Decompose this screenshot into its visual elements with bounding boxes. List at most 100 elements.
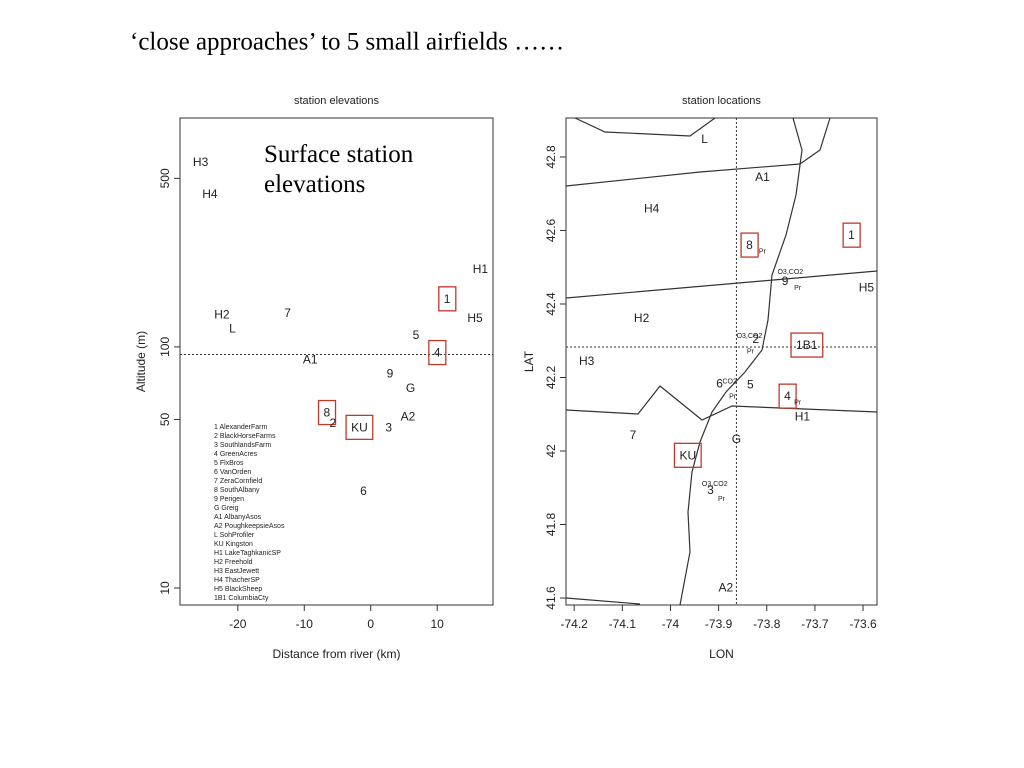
x-axis-label: Distance from river (km): [272, 647, 400, 661]
y-tick-label: 100: [158, 337, 172, 357]
plot-frame: [179, 117, 494, 606]
station-label: 1: [848, 228, 855, 242]
instrument-note: Pr: [718, 496, 726, 503]
instrument-note: O3,CO2: [702, 481, 728, 488]
x-tick-label: 10: [430, 617, 444, 631]
y-axis-label: LAT: [522, 350, 536, 372]
station-label: 5: [413, 328, 420, 342]
airfield-box: [345, 414, 374, 441]
key-entry: KU Kingston: [214, 541, 253, 548]
station-label: G: [406, 381, 415, 395]
x-tick-label: -73.8: [753, 617, 781, 631]
y-tick-label: 41.8: [544, 513, 558, 537]
station-label: 3: [707, 483, 714, 497]
key-entry: G Greig: [214, 505, 239, 512]
key-entry: L SohProfiler: [214, 532, 255, 539]
station-label: A2: [718, 580, 733, 594]
instrument-note: O3,CO2: [777, 269, 803, 276]
key-entry: 6 VanOrden: [214, 469, 251, 476]
station-label: A1: [303, 352, 318, 366]
key-entry: H2 Freehold: [214, 559, 253, 566]
station-label: 8: [324, 406, 331, 420]
station-label: A1: [755, 170, 770, 184]
airfield-box: [673, 442, 702, 468]
key-entry: A1 AlbanyAsos: [214, 514, 262, 521]
map-boundaries: [565, 117, 878, 606]
key-entry: 1B1 ColumbiaCty: [214, 595, 269, 602]
station-label: L: [701, 132, 708, 146]
station-label: 2: [330, 416, 337, 430]
station-label: 1B1: [796, 338, 818, 352]
station-label: H5: [859, 280, 875, 294]
x-axis-label: LON: [709, 647, 734, 661]
key-entry: 4 GreenAcres: [214, 451, 258, 458]
key-entry: 3 SouthlandsFarm: [214, 442, 271, 449]
y-tick-label: 50: [158, 412, 172, 426]
station-label: H5: [467, 311, 483, 325]
station-label: H1: [473, 262, 489, 276]
station-label: 3: [385, 420, 392, 434]
y-tick-label: 41.6: [544, 586, 558, 610]
y-tick-label: 42.6: [544, 218, 558, 242]
y-tick-label: 42.4: [544, 292, 558, 316]
x-tick-label: -10: [296, 617, 314, 631]
key-entry: 5 FlxBros: [214, 460, 244, 467]
key-entry: 7 ZeraCornfield: [214, 478, 262, 485]
x-tick-label: -74.2: [561, 617, 589, 631]
instrument-note: Pr: [759, 249, 767, 256]
instrument-note: Pr: [794, 400, 802, 407]
x-tick-label: -73.7: [801, 617, 829, 631]
annotation: Surface station elevations: [264, 141, 414, 198]
instrument-note: O3,CO2: [737, 333, 763, 340]
station-label: 7: [284, 306, 291, 320]
x-tick-label: -73.9: [705, 617, 733, 631]
y-tick-label: 500: [158, 168, 172, 188]
chart-title: station locations: [682, 95, 761, 107]
station-label: H3: [193, 155, 209, 169]
key-entry: 1 AlexanderFarm: [214, 424, 267, 431]
airfield-box: [438, 286, 457, 312]
station-label: H2: [214, 308, 230, 322]
key-entry: 9 Perigen: [214, 496, 244, 503]
x-tick-label: -74.1: [609, 617, 637, 631]
station-label: 6: [360, 484, 367, 498]
station-label: H4: [644, 201, 660, 215]
key-entry: A2 PoughkeepsieAsos: [214, 523, 285, 530]
x-tick-label: -73.6: [849, 617, 877, 631]
boundary: [799, 117, 831, 165]
airfield-box: [790, 332, 824, 358]
boundary: [565, 385, 878, 421]
station-label: 9: [387, 366, 394, 380]
airfield-box: [317, 399, 337, 426]
key-entry: H3 EastJewett: [214, 568, 259, 575]
station-label: H1: [795, 409, 811, 423]
station-label: H4: [202, 187, 218, 201]
airfield-box: [842, 222, 861, 248]
key-entry: H4 ThacherSP: [214, 577, 260, 584]
station-label: 6: [716, 377, 723, 391]
airfield-box: [778, 383, 797, 409]
boundary: [565, 270, 878, 299]
slide-title: ‘close approaches’ to 5 small airfields …: [130, 29, 564, 56]
y-axis-label: Altitude (m): [134, 331, 148, 392]
station-label: 1: [444, 292, 451, 306]
plot-frame: [565, 117, 878, 606]
station-label: KU: [679, 448, 696, 462]
y-tick-label: 42.8: [544, 145, 558, 169]
station-label: 2: [752, 332, 759, 346]
river: [679, 117, 803, 606]
station-label: H2: [634, 311, 650, 325]
airfield-box: [740, 232, 759, 258]
station-label: 4: [784, 389, 791, 403]
airfield-box: [428, 339, 447, 366]
instrument-note: Pr: [794, 285, 802, 292]
boundary: [565, 597, 641, 605]
x-tick-label: -20: [229, 617, 247, 631]
station-label: 4: [434, 346, 441, 360]
y-tick-label: 42.2: [544, 365, 558, 389]
station-label: 9: [782, 274, 789, 288]
station-label: KU: [351, 420, 368, 434]
chart-title: station elevations: [294, 95, 379, 107]
